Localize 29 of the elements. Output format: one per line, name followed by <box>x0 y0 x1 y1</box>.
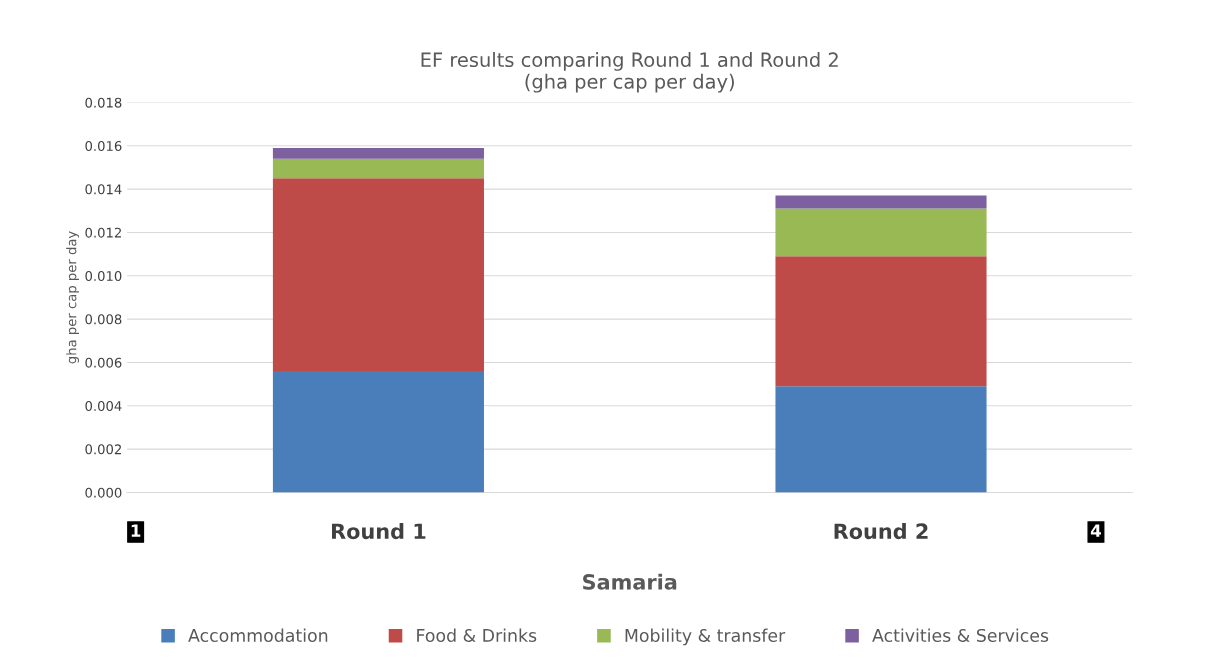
bar <box>775 208 987 257</box>
bar <box>775 195 987 209</box>
y-tick-label: 0.002 <box>85 444 121 455</box>
legend-label: Activities & Services <box>872 628 1049 643</box>
y-tick-label: 0.018 <box>85 97 122 108</box>
bar <box>272 371 484 493</box>
legend-label: Mobility & transfer <box>625 628 786 646</box>
legend-label: Food & Drinks <box>417 628 537 643</box>
y-tick-label: 0.010 <box>85 271 122 281</box>
bar <box>272 158 484 179</box>
bar <box>775 256 987 387</box>
legend-label: Accommodation <box>188 628 328 643</box>
y-tick-label: 0.014 <box>85 184 122 195</box>
bar <box>775 386 987 493</box>
y-tick-label: 0.016 <box>85 141 122 151</box>
y-tick-label: 0.008 <box>85 314 122 325</box>
text: 4 <box>1090 524 1101 537</box>
chart-title: EF results comparing Round 1 and Round 2 (gha per cap per day) <box>421 52 838 93</box>
y-tick-label: 0.000 <box>85 487 122 498</box>
x-axis-title: Samaria <box>583 573 677 590</box>
x-tick-label: Round 1 <box>332 523 426 540</box>
y-axis-title: gha per cap per day <box>66 231 79 364</box>
bar <box>272 147 484 159</box>
y-tick-label: 0.012 <box>85 227 121 238</box>
text: 1 <box>131 524 141 537</box>
bar <box>272 178 484 372</box>
x-tick-label: Round 2 <box>834 523 928 540</box>
y-tick-label: 0.004 <box>85 401 122 411</box>
y-tick-label: 0.006 <box>85 357 122 368</box>
